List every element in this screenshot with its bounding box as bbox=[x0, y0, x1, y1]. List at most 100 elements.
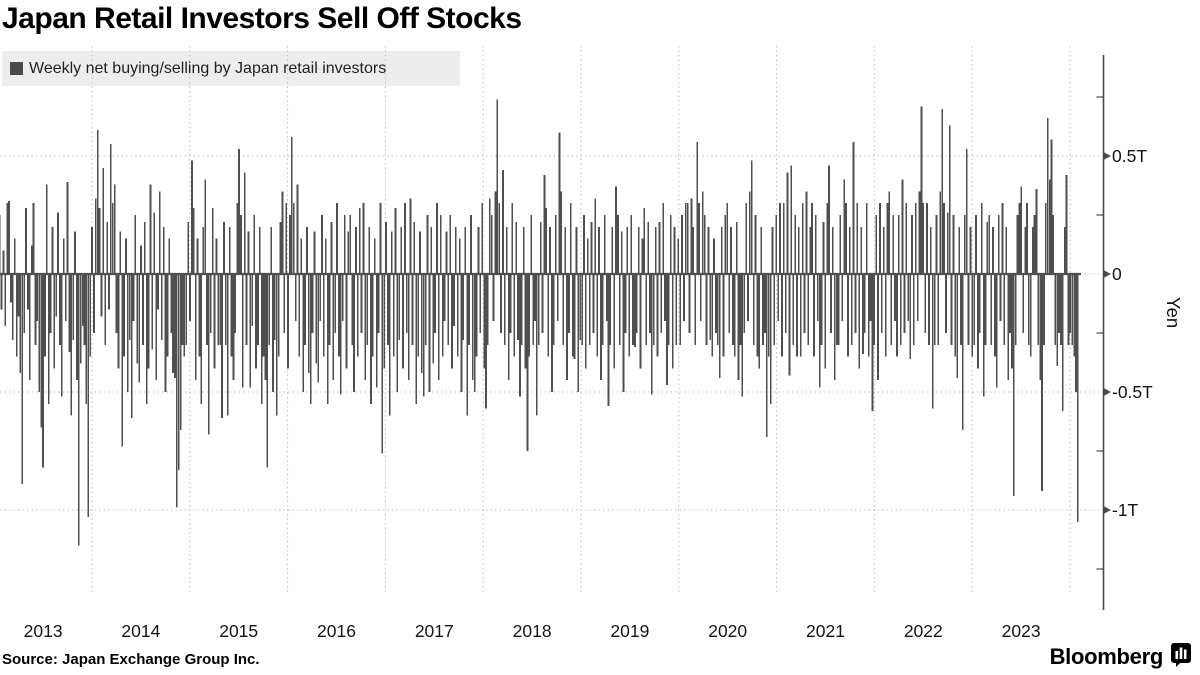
bar bbox=[155, 274, 157, 381]
bar bbox=[311, 274, 314, 333]
bar bbox=[494, 191, 497, 274]
bar bbox=[313, 231, 316, 274]
bar bbox=[654, 226, 657, 274]
bar bbox=[777, 274, 780, 322]
bar bbox=[536, 274, 538, 416]
bar bbox=[573, 274, 576, 359]
bar bbox=[782, 203, 785, 274]
bar bbox=[583, 215, 585, 274]
bar bbox=[496, 99, 499, 274]
bar bbox=[245, 274, 248, 345]
bar bbox=[292, 203, 295, 274]
bar bbox=[839, 215, 842, 274]
bar bbox=[453, 274, 455, 326]
bar bbox=[830, 274, 832, 333]
bar bbox=[189, 274, 191, 322]
bar bbox=[21, 274, 24, 485]
bar bbox=[558, 132, 561, 274]
bar bbox=[187, 222, 190, 274]
bar bbox=[547, 274, 550, 357]
bar bbox=[941, 108, 943, 274]
bar bbox=[466, 274, 468, 416]
bar bbox=[534, 274, 536, 322]
bar bbox=[479, 274, 482, 333]
bar bbox=[70, 274, 73, 416]
bar bbox=[96, 130, 99, 274]
bar-series bbox=[0, 99, 1079, 546]
bar bbox=[439, 215, 442, 274]
bar bbox=[931, 274, 934, 409]
bar bbox=[847, 274, 849, 357]
bar bbox=[543, 174, 546, 274]
bar bbox=[935, 215, 938, 274]
bar bbox=[176, 274, 178, 508]
bar bbox=[634, 274, 636, 348]
y-axis-tick-arrow-icon bbox=[1103, 387, 1111, 397]
bar bbox=[1056, 274, 1058, 367]
bar bbox=[649, 274, 651, 333]
bar bbox=[81, 274, 84, 326]
bar bbox=[385, 222, 387, 274]
bar bbox=[852, 141, 855, 274]
bar bbox=[315, 274, 318, 364]
bar bbox=[986, 222, 989, 274]
bar bbox=[264, 274, 267, 381]
bar bbox=[786, 172, 789, 274]
bar bbox=[815, 215, 817, 274]
bar bbox=[530, 215, 533, 274]
bar bbox=[470, 215, 472, 274]
bar bbox=[142, 274, 144, 345]
bar bbox=[438, 274, 440, 381]
bar bbox=[607, 274, 610, 407]
bar bbox=[749, 191, 751, 274]
bar bbox=[798, 226, 800, 274]
bar bbox=[1029, 274, 1032, 357]
bar bbox=[464, 226, 467, 274]
bar bbox=[123, 274, 125, 357]
bar bbox=[196, 238, 199, 274]
bar bbox=[645, 274, 648, 345]
bar bbox=[23, 274, 26, 333]
bar bbox=[854, 274, 857, 333]
y-axis-title: Yen bbox=[1163, 297, 1184, 329]
bar bbox=[911, 215, 913, 274]
bar bbox=[413, 222, 416, 274]
x-axis-tick-label: 2013 bbox=[23, 621, 63, 641]
source-note: Source: Japan Exchange Group Inc. bbox=[2, 651, 260, 668]
bar bbox=[513, 274, 516, 357]
bar bbox=[643, 207, 646, 274]
bar bbox=[737, 274, 740, 381]
bar bbox=[775, 215, 778, 274]
bar bbox=[675, 274, 678, 345]
bar bbox=[579, 274, 582, 341]
bar bbox=[805, 191, 808, 274]
bar bbox=[684, 203, 687, 274]
bar bbox=[820, 274, 823, 345]
bar bbox=[1012, 274, 1015, 496]
bar bbox=[57, 212, 59, 274]
bar bbox=[400, 226, 403, 274]
bar bbox=[967, 274, 970, 345]
bar bbox=[0, 274, 3, 310]
bar bbox=[1024, 226, 1026, 274]
bar bbox=[126, 274, 129, 392]
bar bbox=[818, 274, 821, 388]
bar bbox=[575, 226, 578, 274]
bar bbox=[980, 203, 983, 274]
bar bbox=[372, 274, 374, 357]
bar bbox=[217, 274, 220, 345]
bar bbox=[332, 274, 335, 381]
bar bbox=[1022, 274, 1025, 333]
bar bbox=[140, 245, 142, 274]
bar bbox=[973, 274, 976, 345]
bar bbox=[77, 274, 80, 546]
bar bbox=[83, 274, 86, 345]
bar bbox=[690, 198, 693, 274]
bar bbox=[366, 274, 369, 345]
bar bbox=[498, 203, 501, 274]
bar bbox=[17, 274, 20, 317]
bar bbox=[326, 274, 329, 404]
bar bbox=[257, 274, 259, 345]
bar bbox=[368, 226, 370, 274]
